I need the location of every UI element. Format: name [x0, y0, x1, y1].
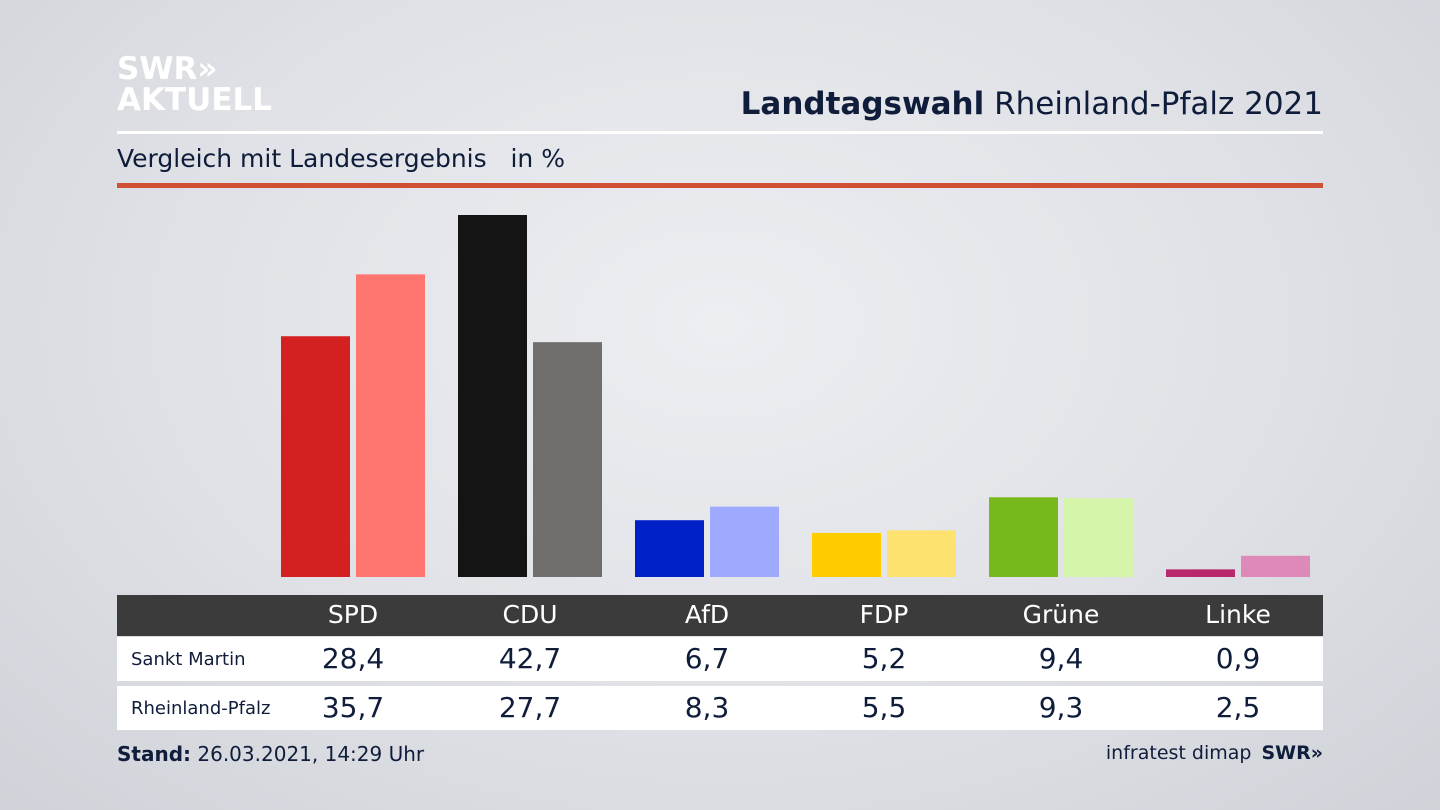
value-cell: 42,7 [498, 642, 562, 675]
column-header: FDP [859, 600, 909, 629]
swr-aktuell-logo: SWR» AKTUELL [117, 54, 272, 116]
bar-spd-land [356, 274, 425, 577]
timestamp: Stand: 26.03.2021, 14:29 Uhr [117, 742, 424, 766]
bar-grüne-gemeinde [989, 497, 1058, 577]
bar-grüne-land [1064, 498, 1133, 577]
value-cell: 6,7 [684, 642, 730, 675]
row-label: Sankt Martin [131, 649, 246, 670]
row-label: Rheinland-Pfalz [131, 698, 271, 719]
value-cell: 8,3 [684, 691, 730, 724]
bar-cdu-gemeinde [458, 215, 527, 577]
bar-fdp-gemeinde [812, 532, 881, 577]
value-cell: 27,7 [498, 691, 562, 724]
title-rest: Rheinland-Pfalz 2021 [994, 86, 1323, 122]
value-cell: 35,7 [321, 691, 385, 724]
logo-line1: SWR» [117, 51, 218, 87]
bar-afd-land [710, 506, 779, 577]
column-header: AfD [684, 600, 730, 629]
bar-afd-gemeinde [635, 520, 704, 577]
column-header: CDU [502, 600, 558, 629]
column-header: Linke [1205, 600, 1271, 629]
value-cell: 2,5 [1215, 691, 1261, 724]
table-row: Rheinland-Pfalz 35,7 27,7 8,3 5,5 9,3 2,5 [117, 686, 1323, 730]
stand-value: 26.03.2021, 14:29 Uhr [197, 742, 425, 766]
column-header: Grüne [1022, 600, 1100, 629]
value-cell: 28,4 [321, 642, 385, 675]
stand-label: Stand: [117, 742, 192, 766]
table-header: SPD CDU AfD FDP Grüne Linke [117, 595, 1323, 636]
value-cell: 9,4 [1038, 642, 1084, 675]
swr-logo: SWR» [1261, 742, 1323, 764]
column-header: SPD [327, 600, 379, 629]
source: infratest dimap SWR» [1106, 742, 1323, 764]
bar-fdp-land [887, 530, 956, 577]
bar-linke-land [1241, 555, 1310, 577]
page-title: Landtagswahl Rheinland-Pfalz 2021 [741, 86, 1323, 122]
table-row: Sankt Martin 28,4 42,7 6,7 5,2 9,4 0,9 [117, 637, 1323, 681]
value-cell: 9,3 [1038, 691, 1084, 724]
value-cell: 0,9 [1215, 642, 1261, 675]
accent-divider [117, 183, 1323, 188]
logo-line2: AKTUELL [117, 82, 273, 118]
bar-spd-gemeinde [281, 336, 350, 577]
value-cell: 5,5 [861, 691, 907, 724]
title-bold: Landtagswahl [740, 86, 985, 122]
subtitle: Vergleich mit Landesergebnis in % [117, 144, 565, 173]
value-cell: 5,2 [861, 642, 907, 675]
source-text: infratest dimap [1105, 742, 1252, 764]
bar-cdu-land [533, 342, 602, 577]
bar-linke-gemeinde [1166, 569, 1235, 577]
divider [117, 131, 1323, 134]
